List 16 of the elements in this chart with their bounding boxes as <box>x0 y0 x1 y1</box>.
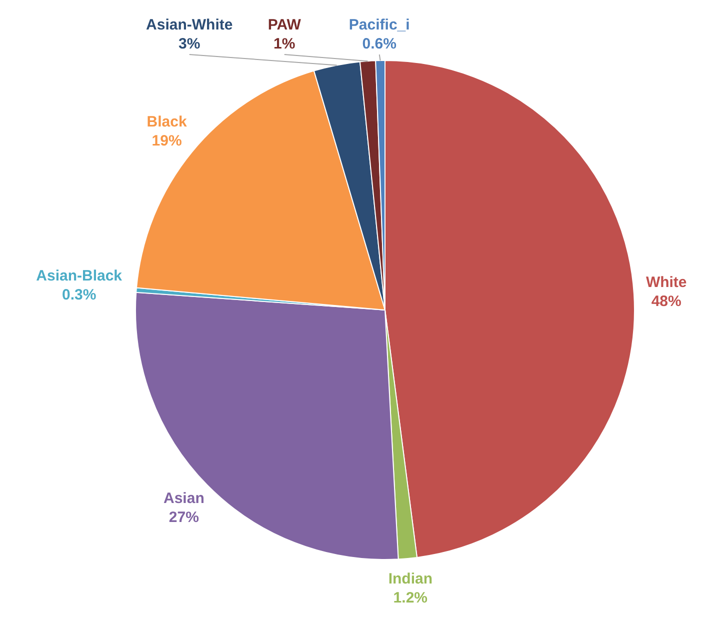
data-label: 1% <box>274 36 296 53</box>
slice-label: Asian <box>164 490 204 507</box>
slice-label: Black <box>146 114 188 131</box>
data-label: 3% <box>178 36 200 53</box>
data-label: 1.2% <box>393 589 428 606</box>
slice-label: Asian-White <box>146 16 233 34</box>
data-label: 19% <box>152 132 182 150</box>
data-label: 0.3% <box>62 286 96 304</box>
data-label: 48% <box>651 293 682 310</box>
slice-label: Asian-Black <box>36 268 123 285</box>
data-label: 0.6% <box>362 36 396 53</box>
slice-label: White <box>646 274 687 292</box>
slice-label: PAW <box>268 16 302 34</box>
slice-label: Pacific_i <box>348 16 410 34</box>
data-label: 27% <box>168 508 199 526</box>
slice-label: Indian <box>388 570 432 588</box>
